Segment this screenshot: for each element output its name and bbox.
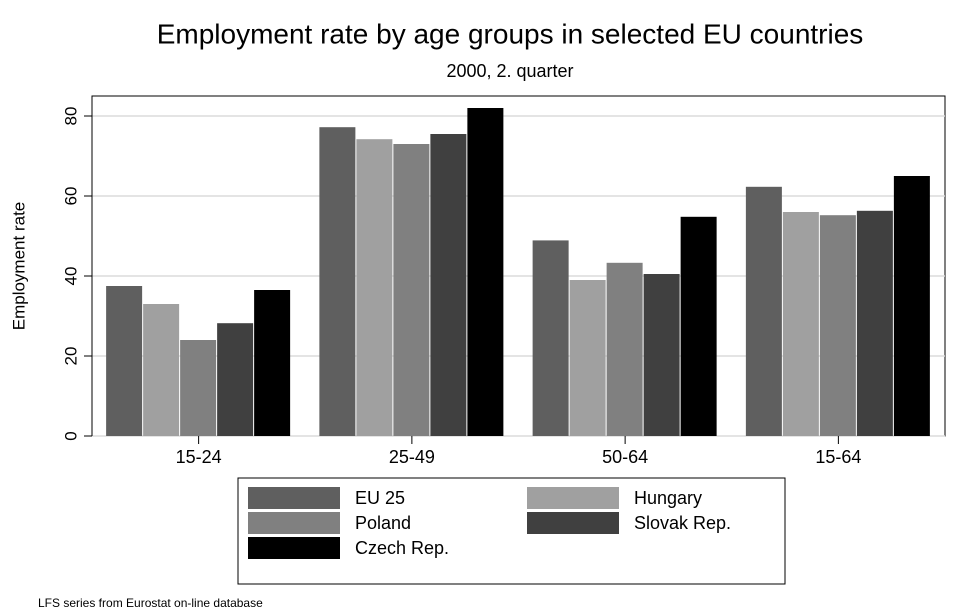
chart-title: Employment rate by age groups in selecte… — [157, 18, 864, 49]
bar — [782, 212, 819, 436]
bar — [430, 134, 467, 436]
bar — [745, 186, 782, 436]
bar — [819, 215, 856, 436]
bar — [606, 262, 643, 436]
y-tick-label: 80 — [61, 107, 80, 126]
x-tick-label: 50-64 — [602, 447, 648, 467]
bar — [532, 240, 569, 436]
bar — [893, 176, 930, 436]
bar — [569, 280, 606, 436]
bar — [680, 216, 717, 436]
legend-label: Slovak Rep. — [634, 513, 731, 533]
bar — [356, 139, 393, 436]
bar — [180, 340, 217, 436]
bar — [643, 274, 680, 436]
legend-label: Czech Rep. — [355, 538, 449, 558]
bar — [217, 323, 254, 436]
source-note: LFS series from Eurostat on-line databas… — [38, 596, 263, 610]
bar — [106, 286, 143, 436]
y-tick-label: 20 — [61, 347, 80, 366]
bar — [143, 304, 180, 436]
legend-swatch — [248, 537, 340, 559]
y-tick-label: 60 — [61, 187, 80, 206]
y-tick-label: 0 — [61, 431, 80, 440]
chart-subtitle: 2000, 2. quarter — [446, 61, 573, 81]
x-tick-label: 15-64 — [815, 447, 861, 467]
bar — [467, 108, 504, 436]
legend-swatch — [527, 487, 619, 509]
bar — [319, 127, 356, 436]
bar — [393, 144, 430, 436]
bar — [254, 290, 291, 436]
bar — [856, 210, 893, 436]
legend-label: Poland — [355, 513, 411, 533]
x-tick-label: 15-24 — [176, 447, 222, 467]
legend-swatch — [527, 512, 619, 534]
legend-swatch — [248, 512, 340, 534]
x-tick-label: 25-49 — [389, 447, 435, 467]
legend-swatch — [248, 487, 340, 509]
legend-label: EU 25 — [355, 488, 405, 508]
y-tick-label: 40 — [61, 267, 80, 286]
y-axis-label: Employment rate — [9, 202, 28, 331]
legend-label: Hungary — [634, 488, 702, 508]
